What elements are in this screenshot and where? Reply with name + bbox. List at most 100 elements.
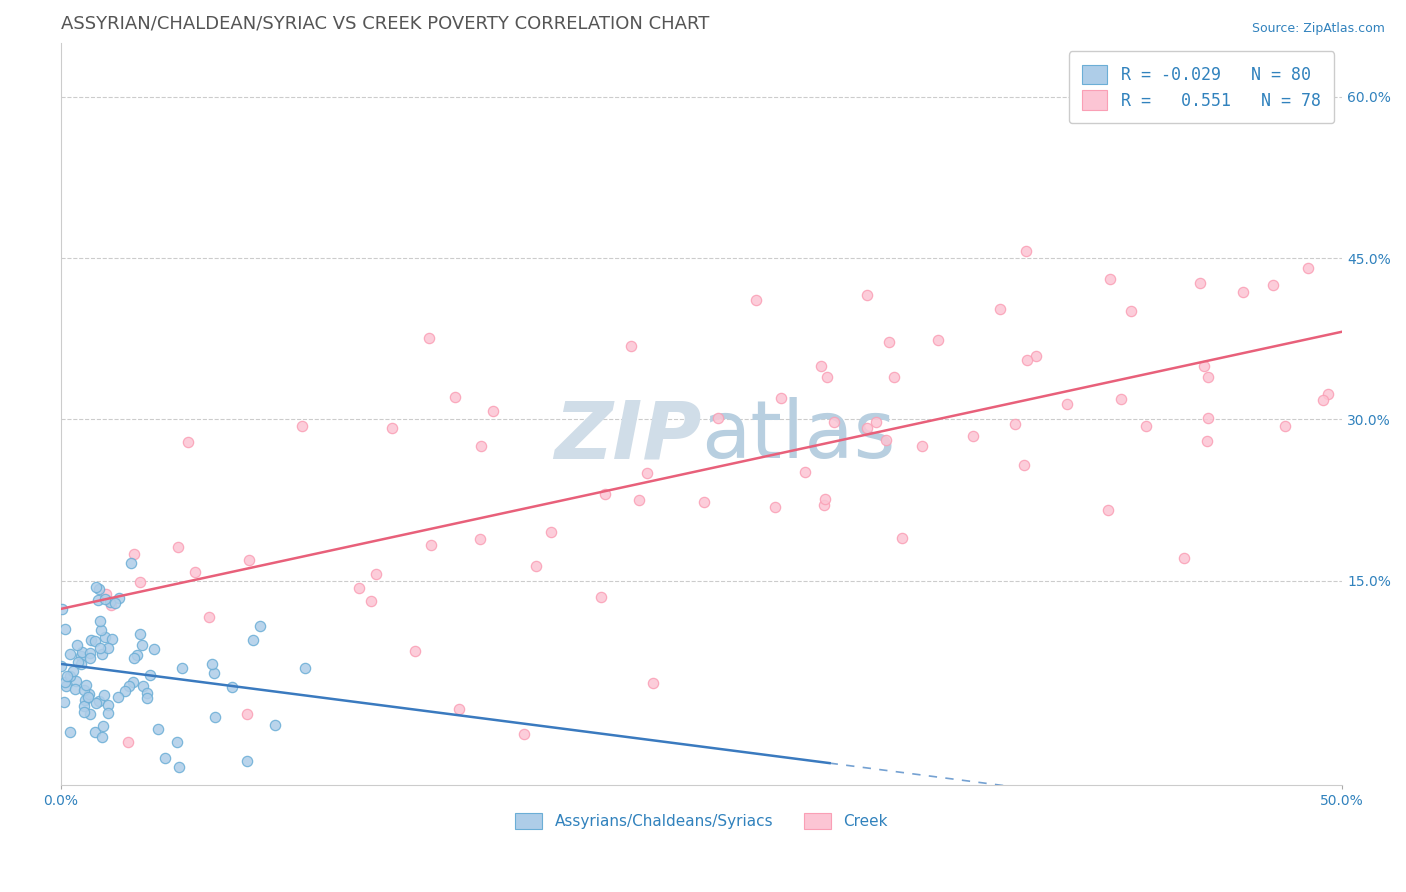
Point — [167, 540, 190, 554]
Point — [80, 633, 103, 648]
Point — [404, 643, 426, 657]
Point — [418, 331, 440, 345]
Point — [865, 415, 887, 429]
Point — [627, 493, 650, 508]
Point — [1197, 411, 1219, 425]
Point — [79, 650, 101, 665]
Point — [201, 657, 224, 671]
Point — [447, 702, 470, 716]
Point — [89, 614, 111, 628]
Point — [65, 674, 87, 689]
Point — [693, 495, 716, 509]
Point — [118, 679, 141, 693]
Point — [69, 648, 91, 663]
Point — [89, 641, 111, 656]
Point — [184, 565, 207, 579]
Point — [122, 674, 145, 689]
Point — [1025, 349, 1047, 363]
Point — [128, 574, 150, 589]
Point — [793, 465, 815, 479]
Point — [1015, 353, 1038, 368]
Point — [100, 599, 122, 613]
Point — [53, 695, 76, 709]
Point — [73, 699, 96, 714]
Point — [97, 706, 120, 720]
Point — [121, 556, 143, 570]
Point — [107, 690, 129, 705]
Point — [84, 697, 107, 711]
Point — [117, 735, 139, 749]
Point — [73, 692, 96, 706]
Text: ASSYRIAN/CHALDEAN/SYRIAC VS CREEK POVERTY CORRELATION CHART: ASSYRIAN/CHALDEAN/SYRIAC VS CREEK POVERT… — [60, 15, 709, 33]
Point — [153, 751, 176, 765]
Point — [132, 679, 155, 693]
Point — [1195, 434, 1218, 448]
Point — [202, 666, 225, 681]
Point — [83, 724, 105, 739]
Point — [1316, 386, 1339, 401]
Point — [55, 675, 77, 690]
Point — [1263, 278, 1285, 293]
Point — [891, 532, 914, 546]
Point — [643, 676, 665, 690]
Point — [366, 566, 388, 581]
Point — [90, 730, 112, 744]
Point — [51, 602, 73, 616]
Point — [875, 433, 897, 447]
Point — [94, 630, 117, 644]
Point — [72, 645, 94, 659]
Point — [77, 687, 100, 701]
Point — [91, 719, 114, 733]
Point — [75, 678, 97, 692]
Point — [79, 706, 101, 721]
Point — [883, 370, 905, 384]
Point — [136, 690, 159, 705]
Point — [167, 760, 190, 774]
Point — [360, 593, 382, 607]
Point — [65, 681, 87, 696]
Point — [125, 648, 148, 662]
Point — [114, 684, 136, 698]
Legend: Assyrians/Chaldeans/Syriacs, Creek: Assyrians/Chaldeans/Syriacs, Creek — [508, 805, 896, 837]
Point — [62, 664, 84, 678]
Point — [1109, 392, 1132, 406]
Point — [242, 633, 264, 648]
Point — [94, 592, 117, 607]
Point — [249, 619, 271, 633]
Point — [56, 668, 79, 682]
Point — [1097, 503, 1119, 517]
Point — [72, 705, 94, 719]
Point — [1188, 276, 1211, 290]
Point — [1135, 419, 1157, 434]
Point — [122, 547, 145, 561]
Point — [104, 596, 127, 610]
Point — [84, 581, 107, 595]
Point — [98, 595, 121, 609]
Point — [962, 429, 984, 443]
Point — [745, 293, 768, 307]
Point — [66, 655, 89, 669]
Point — [763, 500, 786, 515]
Point — [198, 610, 221, 624]
Point — [70, 657, 93, 672]
Point — [264, 718, 287, 732]
Text: Source: ZipAtlas.com: Source: ZipAtlas.com — [1251, 22, 1385, 36]
Point — [90, 623, 112, 637]
Point — [927, 333, 949, 347]
Point — [89, 582, 111, 596]
Point — [468, 532, 491, 546]
Point — [166, 735, 188, 749]
Point — [593, 487, 616, 501]
Point — [1232, 285, 1254, 299]
Point — [815, 370, 838, 384]
Point — [813, 492, 835, 507]
Point — [89, 694, 111, 708]
Point — [55, 680, 77, 694]
Point — [1296, 261, 1319, 276]
Point — [481, 404, 503, 418]
Point — [513, 727, 536, 741]
Point — [855, 420, 877, 434]
Point — [97, 698, 120, 712]
Point — [235, 754, 257, 768]
Point — [381, 421, 404, 435]
